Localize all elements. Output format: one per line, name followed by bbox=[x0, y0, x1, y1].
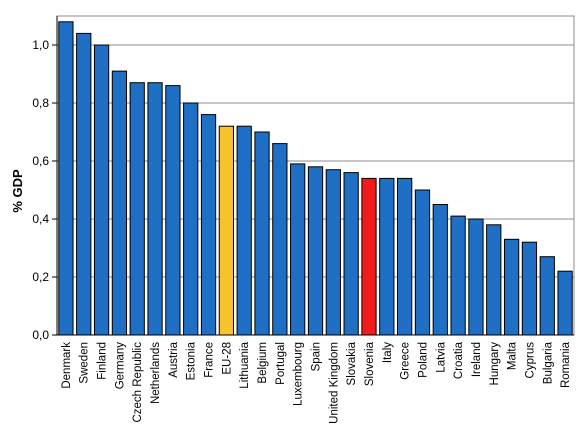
category-label: Poland bbox=[417, 342, 429, 378]
category-label: Netherlands bbox=[150, 342, 162, 404]
category-label: Belgium bbox=[257, 342, 269, 384]
category-label: EU-28 bbox=[221, 342, 233, 375]
bar-ireland bbox=[468, 218, 484, 336]
bars bbox=[58, 21, 573, 336]
bar-latvia bbox=[432, 204, 448, 336]
category-label: Cyprus bbox=[524, 342, 536, 379]
bar-croatia bbox=[450, 215, 466, 336]
y-axis-title: % GDP bbox=[10, 169, 25, 213]
bar-cyprus bbox=[521, 241, 538, 336]
bar-belgium bbox=[254, 131, 270, 336]
bar-luxembourg bbox=[290, 163, 306, 336]
bar-united-kingdom bbox=[325, 169, 341, 336]
category-label: Croatia bbox=[453, 341, 465, 379]
bar-czech-republic bbox=[129, 82, 145, 336]
bar-eu-28 bbox=[218, 125, 234, 336]
bar-greece bbox=[397, 177, 413, 336]
bar-lithuania bbox=[236, 125, 252, 336]
bar-spain bbox=[307, 166, 324, 336]
category-label: Finland bbox=[97, 342, 109, 380]
bar-slovakia bbox=[343, 172, 359, 336]
category-label: Czech Republic bbox=[132, 342, 144, 423]
bar-romania bbox=[557, 270, 573, 336]
category-label: Italy bbox=[382, 342, 394, 363]
y-tick-label: 0,2 bbox=[32, 270, 49, 284]
bar-slovenia bbox=[361, 177, 377, 336]
bar-estonia bbox=[183, 102, 199, 336]
bar-poland bbox=[414, 189, 431, 336]
bar-germany bbox=[111, 70, 128, 336]
category-label: Romania bbox=[560, 341, 572, 388]
bar-france bbox=[200, 114, 217, 336]
bar-portugal bbox=[272, 143, 288, 336]
category-label: Sweden bbox=[79, 342, 91, 384]
bar-denmark bbox=[58, 21, 74, 336]
category-label: Spain bbox=[311, 342, 323, 371]
bar-malta bbox=[503, 238, 520, 336]
category-label: Germany bbox=[114, 342, 126, 390]
category-label: Lithuania bbox=[239, 341, 251, 388]
category-label: France bbox=[204, 342, 216, 378]
y-tick-label: 0,6 bbox=[32, 154, 49, 168]
bar-italy bbox=[379, 177, 395, 336]
bar-sweden bbox=[76, 32, 92, 336]
category-label: Ireland bbox=[471, 342, 483, 377]
category-label: Bulgaria bbox=[542, 341, 554, 384]
category-label: Greece bbox=[400, 342, 412, 380]
category-label: Slovenia bbox=[364, 341, 376, 386]
category-label: Slovakia bbox=[346, 341, 358, 385]
y-tick-label: 0,8 bbox=[32, 96, 49, 110]
category-label: Portugal bbox=[275, 342, 287, 385]
y-tick-labels: 0,0 0,2 0,4 0,6 0,8 1,0 bbox=[32, 38, 57, 342]
bar-finland bbox=[93, 44, 110, 336]
bar-hungary bbox=[486, 224, 502, 336]
axes bbox=[56, 15, 575, 336]
category-labels: Denmark Sweden Finland Germany Czech Republi… bbox=[61, 341, 572, 423]
category-label: Austria bbox=[168, 341, 180, 377]
y-tick-label: 1,0 bbox=[32, 38, 49, 52]
category-label: Denmark bbox=[61, 342, 73, 389]
y-tick-label: 0,0 bbox=[32, 328, 49, 342]
category-label: Hungary bbox=[489, 342, 501, 386]
category-label: United Kingdom bbox=[328, 342, 340, 424]
bar-austria bbox=[165, 85, 181, 336]
y-tick-label: 0,4 bbox=[32, 212, 49, 226]
bar-bulgaria bbox=[539, 256, 555, 336]
category-label: Luxembourg bbox=[293, 342, 305, 406]
category-label: Estonia bbox=[186, 341, 198, 380]
bar-netherlands bbox=[147, 82, 163, 336]
category-label: Malta bbox=[507, 341, 519, 370]
category-label: Latvia bbox=[435, 341, 447, 372]
